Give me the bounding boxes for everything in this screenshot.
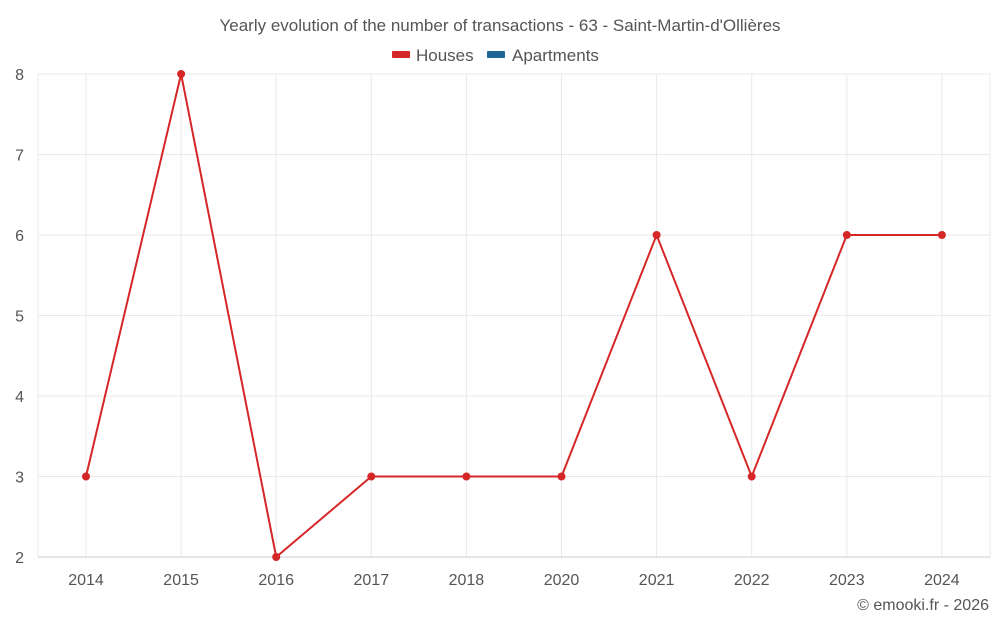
legend-swatch-houses [392,51,410,58]
data-point-houses[interactable] [557,472,566,481]
data-point-houses[interactable] [842,231,851,239]
x-tick-label: 2014 [68,572,104,589]
data-point-houses[interactable] [82,472,90,481]
data-point-houses[interactable] [937,231,946,239]
y-tick-label: 2 [15,550,24,567]
data-point-houses[interactable] [652,231,661,239]
data-point-houses[interactable] [367,472,376,481]
x-tick-label: 2020 [544,572,580,589]
x-tick-label: 2024 [924,572,960,589]
y-tick-label: 4 [15,389,24,406]
y-axis: 2 3 4 5 6 7 8 [15,67,24,567]
y-tick-label: 5 [15,309,24,326]
x-tick-label: 2021 [639,572,675,589]
legend-item-apartments[interactable]: Apartments [487,46,599,65]
x-tick-label: 2017 [354,572,390,589]
y-tick-label: 3 [15,470,24,487]
legend-label-apartments: Apartments [512,46,599,65]
data-point-houses[interactable] [272,553,281,561]
x-tick-label: 2015 [163,572,199,589]
legend: Houses Apartments [392,46,599,65]
chart-title: Yearly evolution of the number of transa… [219,16,780,35]
series-layer [82,70,946,561]
legend-swatch-apartments [487,51,505,58]
y-tick-label: 8 [15,67,24,84]
data-point-houses[interactable] [747,472,756,481]
y-tick-label: 7 [15,148,24,165]
x-tick-label: 2016 [258,572,294,589]
series-line-houses [85,73,942,558]
data-point-houses[interactable] [177,70,186,78]
legend-item-houses[interactable]: Houses [392,46,474,65]
data-point-houses[interactable] [462,472,471,481]
credit-text: © emooki.fr - 2026 [857,597,989,614]
grid [37,73,991,557]
y-tick-label: 6 [15,228,24,245]
x-tick-label: 2022 [734,572,770,589]
x-tick-label: 2023 [829,572,865,589]
x-tick-label: 2018 [449,572,485,589]
legend-label-houses: Houses [416,46,474,65]
x-axis: 2014 2015 2016 2017 2018 2020 2021 2022 2023 2024 [38,556,990,589]
